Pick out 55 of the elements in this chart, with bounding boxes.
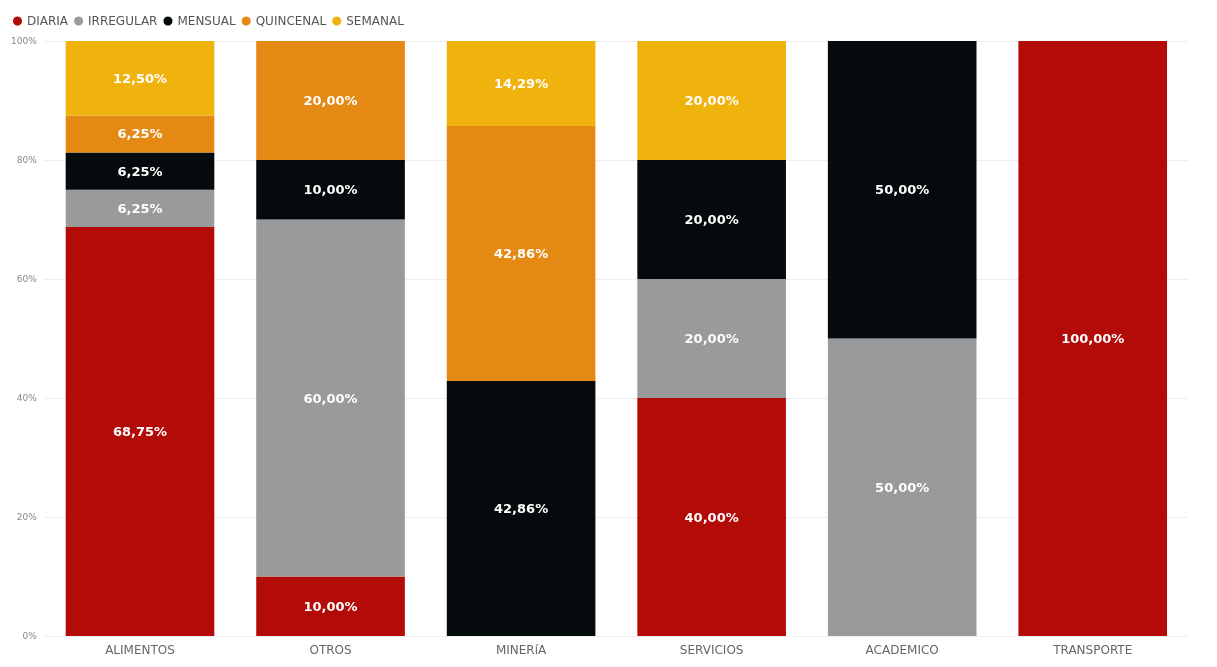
bar [637,160,786,279]
data-label: 50,00% [875,182,930,198]
data-label: 20,00% [303,93,358,108]
y-tick-label: 80% [16,155,38,165]
x-tick-label: ACADEMICO [865,643,939,657]
bar [256,160,405,220]
data-label: 42,86% [494,500,549,516]
data-label: 6,25% [117,163,163,179]
bar [637,41,786,160]
legend-label: MENSUAL [177,14,236,28]
bar [1018,41,1168,636]
bar [256,576,405,636]
y-tick-label: 100% [11,36,38,46]
bar [65,115,215,153]
data-label: 10,00% [303,598,358,614]
data-label: 60,00% [303,390,358,406]
x-tick-label: TRANSPORTE [1052,643,1133,657]
bar [827,41,977,339]
y-tick-label: 20% [16,512,38,522]
data-label: 20,00% [684,331,739,346]
data-label: 100,00% [1061,331,1125,346]
data-label: 14,29% [494,75,549,91]
data-label: 6,25% [117,200,163,216]
data-label: 20,00% [684,93,739,108]
legend-label: QUINCENAL [255,14,327,28]
bar [446,380,596,636]
bar [65,41,215,116]
y-tick-label: 40% [16,393,38,403]
data-label: 40,00% [684,509,739,525]
bar [256,219,405,577]
bar [637,398,786,636]
x-tick-label: MINERíA [495,643,548,657]
bar [637,279,786,398]
data-label: 12,50% [112,70,168,86]
bar [446,41,596,126]
y-tick-label: 60% [16,274,38,284]
data-label: 68,75% [112,423,168,439]
bar [827,338,977,636]
bar [256,41,405,160]
data-label: 50,00% [875,479,930,495]
x-tick-label: SERVICIOS [679,643,744,657]
data-label: 20,00% [684,212,739,227]
data-label: 10,00% [303,182,358,198]
x-tick-label: OTROS [309,643,352,657]
bar [65,189,215,227]
data-label: 6,25% [117,126,163,142]
legend-label: IRREGULAR [88,14,158,28]
legend-label: SEMANAL [346,14,405,28]
legend-label: DIARIA [27,14,69,28]
y-tick-label: 0% [22,631,38,641]
data-label: 42,86% [494,245,549,261]
bar [446,125,596,381]
bar [65,152,215,190]
x-tick-label: ALIMENTOS [105,643,175,657]
bar [65,226,215,636]
